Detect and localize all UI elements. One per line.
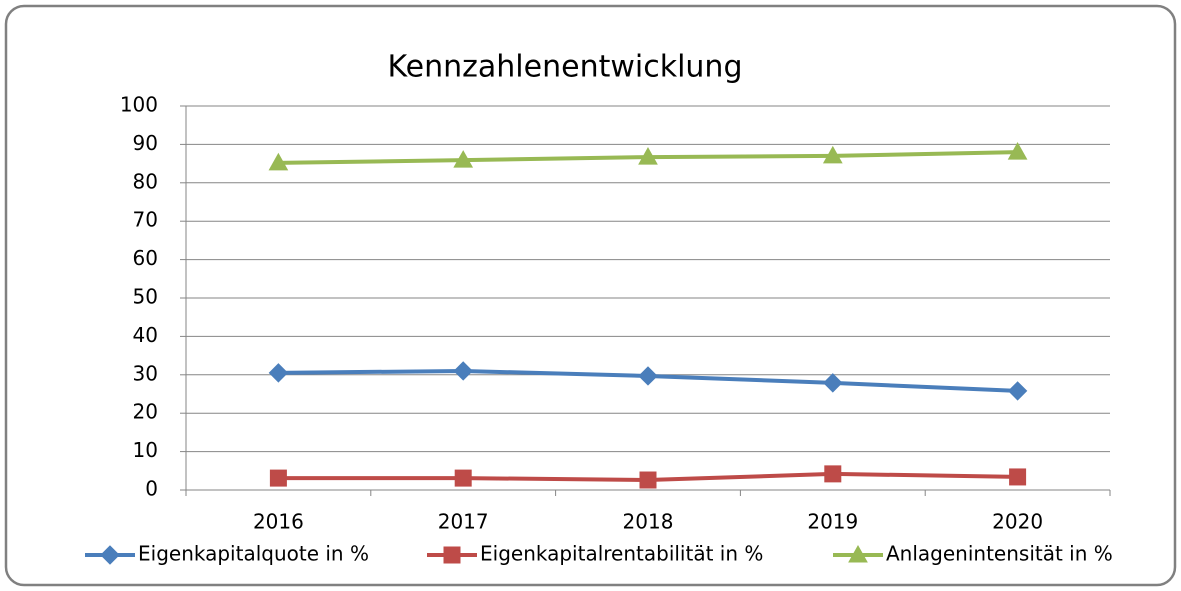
y-tick-label: 10 (133, 438, 158, 462)
data-point (1007, 381, 1028, 401)
y-tick-label: 70 (133, 208, 158, 232)
chart-title: Kennzahlenentwicklung (388, 50, 743, 85)
legend-label: Eigenkapitalrentabilität in % (480, 542, 763, 566)
y-tick-label: 0 (145, 477, 158, 501)
legend-marker (443, 546, 461, 564)
y-tick-label: 50 (133, 285, 158, 309)
data-point (1009, 468, 1027, 486)
data-point (268, 152, 289, 171)
data-point (638, 147, 658, 165)
legend-label: Eigenkapitalquote in % (138, 542, 369, 566)
data-point (268, 363, 289, 383)
x-tick-label: 2019 (807, 510, 858, 534)
x-tick-label: 2020 (992, 510, 1043, 534)
data-point (453, 150, 474, 168)
data-point (1007, 142, 1028, 160)
y-tick-label: 100 (120, 93, 158, 117)
y-tick-label: 90 (133, 131, 158, 155)
data-point (639, 471, 657, 489)
data-point (823, 373, 843, 393)
legend-label: Anlagenintensität in % (886, 542, 1113, 566)
y-tick-label: 80 (133, 169, 158, 193)
data-point (453, 361, 473, 381)
data-point (824, 465, 842, 483)
x-tick-label: 2017 (438, 510, 489, 534)
legend-marker (848, 544, 868, 563)
y-tick-label: 60 (133, 246, 158, 270)
data-point (638, 366, 658, 386)
y-tick-label: 30 (133, 361, 158, 385)
y-tick-label: 40 (133, 323, 158, 347)
legend-marker (100, 545, 120, 565)
data-point (269, 469, 287, 487)
x-tick-label: 2016 (253, 510, 304, 534)
x-tick-label: 2018 (623, 510, 674, 534)
data-point (822, 145, 843, 164)
chart-frame (4, 4, 1177, 587)
data-point (454, 469, 472, 487)
y-tick-label: 20 (133, 400, 158, 424)
